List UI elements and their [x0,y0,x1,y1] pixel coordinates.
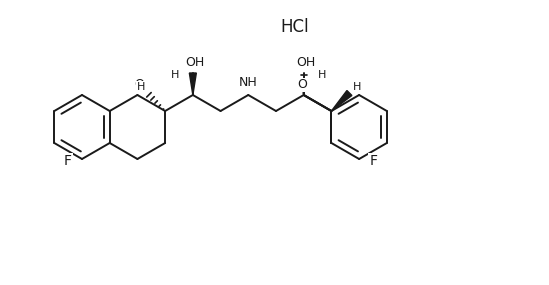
Text: HCl: HCl [281,18,309,36]
Text: OH: OH [296,56,315,70]
Text: H: H [171,70,179,80]
Text: F: F [369,154,377,168]
Text: O: O [135,78,144,91]
Text: F: F [369,154,377,168]
Text: NH: NH [239,76,257,89]
Text: F: F [64,154,72,168]
Text: OH: OH [185,56,204,70]
Polygon shape [189,73,197,95]
Polygon shape [332,91,352,111]
Text: H: H [317,70,326,80]
Text: H: H [137,82,145,92]
Text: O: O [297,78,307,91]
Text: H: H [353,82,362,92]
